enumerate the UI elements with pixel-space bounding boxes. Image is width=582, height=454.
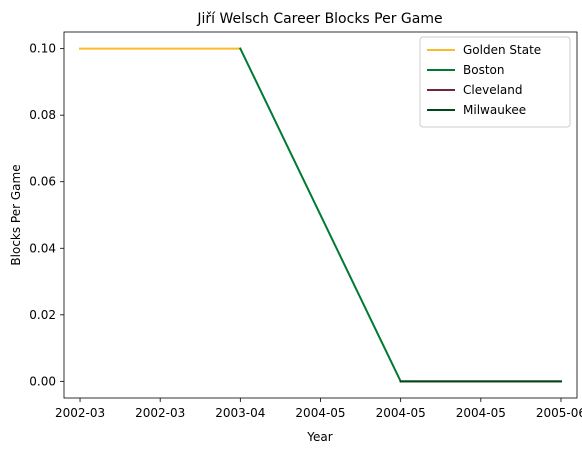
legend-label-2: Cleveland bbox=[463, 83, 523, 97]
series-layer bbox=[79, 47, 562, 383]
y-tick-label-1: 0.02 bbox=[29, 308, 56, 322]
series-line-1 bbox=[239, 47, 402, 383]
y-tick-label-3: 0.06 bbox=[29, 175, 56, 189]
x-tick-label-3: 2004-05 bbox=[295, 406, 345, 420]
legend-label-3: Milwaukee bbox=[463, 103, 526, 117]
x-axis: 2002-03 2002-03 2003-04 2004-05 2004-05 2004-… bbox=[55, 398, 582, 420]
x-tick-label-5: 2004-05 bbox=[456, 406, 506, 420]
legend-label-1: Boston bbox=[463, 63, 504, 77]
x-tick-label-4: 2004-05 bbox=[376, 406, 426, 420]
x-tick-label-6: 2005-06 bbox=[536, 406, 582, 420]
y-tick-label-4: 0.08 bbox=[29, 108, 56, 122]
y-axis: 0.00 0.02 0.04 0.06 0.08 0.10 bbox=[29, 42, 64, 388]
y-axis-label: Blocks Per Game bbox=[9, 164, 23, 265]
x-tick-label-0: 2002-03 bbox=[55, 406, 105, 420]
legend: Golden State Boston Cleveland Milwaukee bbox=[419, 36, 571, 128]
x-tick-label-2: 2003-04 bbox=[215, 406, 265, 420]
legend-box bbox=[419, 36, 571, 128]
legend-label-0: Golden State bbox=[463, 43, 541, 57]
x-axis-label: Year bbox=[306, 430, 332, 444]
x-tick-label-1: 2002-03 bbox=[135, 406, 185, 420]
y-tick-label-2: 0.04 bbox=[29, 241, 56, 255]
y-tick-label-0: 0.00 bbox=[29, 374, 56, 388]
y-tick-label-5: 0.10 bbox=[29, 42, 56, 56]
chart-title: Jiří Welsch Career Blocks Per Game bbox=[196, 11, 442, 27]
